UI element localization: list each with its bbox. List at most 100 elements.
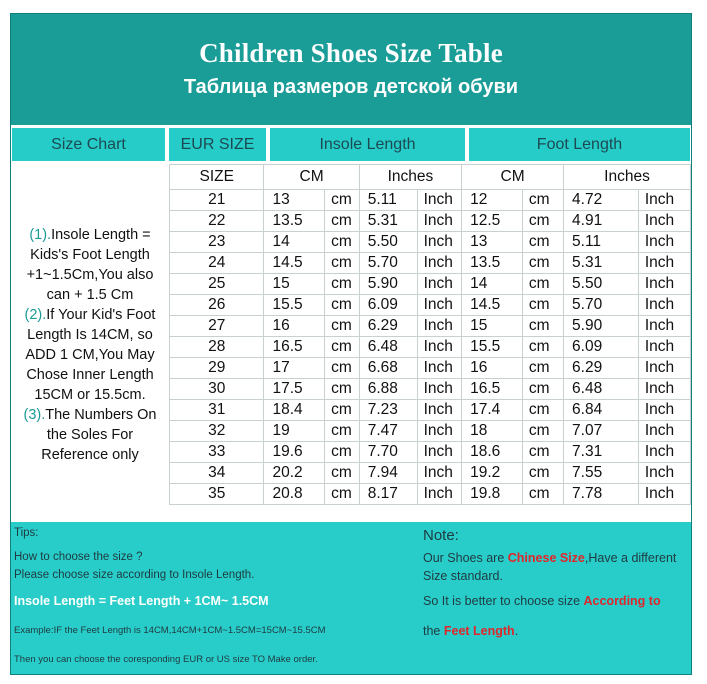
cell-eur-size: 29 xyxy=(168,357,265,379)
cell-unit-inch: Inch xyxy=(416,357,463,379)
cell-eur-size: 25 xyxy=(168,273,265,295)
cell-unit-inch: Inch xyxy=(416,441,463,463)
cell-unit-inch: Inch xyxy=(637,378,692,400)
title-banner: Children Shoes Size Table Таблица размер… xyxy=(11,14,691,125)
cell-unit-cm: cm xyxy=(521,441,565,463)
cell-insole-inches: 6.29 xyxy=(358,315,418,337)
table-row: 34 20.2 cm 7.94 Inch 19.2 cm 7.55 Inch xyxy=(168,462,692,484)
note-highlight: Chinese Size xyxy=(507,551,585,565)
cell-insole-cm: 15.5 xyxy=(263,294,326,316)
cell-insole-cm: 14.5 xyxy=(263,252,326,274)
cell-unit-cm: cm xyxy=(521,462,565,484)
cell-unit-inch: Inch xyxy=(637,252,692,274)
note-highlight: According to xyxy=(583,594,661,608)
cell-eur-size: 23 xyxy=(168,231,265,253)
cell-unit-cm: cm xyxy=(521,483,565,505)
cell-eur-size: 21 xyxy=(168,189,265,211)
table-row: 22 13.5 cm 5.31 Inch 12.5 cm 4.91 Inch xyxy=(168,210,692,232)
cell-insole-inches: 7.94 xyxy=(358,462,418,484)
cell-eur-size: 35 xyxy=(168,483,265,505)
note-number: (1). xyxy=(29,227,52,243)
cell-foot-cm: 14 xyxy=(461,273,523,295)
note-text: So It is better to choose size xyxy=(423,594,584,608)
cell-unit-cm: cm xyxy=(521,420,565,442)
cell-unit-inch: Inch xyxy=(637,189,692,211)
cell-unit-inch: Inch xyxy=(637,315,692,337)
cell-unit-cm: cm xyxy=(324,273,360,295)
note-text: ,Have a different xyxy=(584,551,677,565)
size-table: SIZE CM Inches CM Inches 21 13 cm 5.11 Inch 1… xyxy=(168,164,692,505)
tips-then: Then you can choose the coresponding EUR… xyxy=(14,654,318,665)
cell-insole-cm: 19 xyxy=(263,420,326,442)
cell-unit-cm: cm xyxy=(324,252,360,274)
cell-foot-inches: 7.55 xyxy=(563,462,639,484)
cell-unit-inch: Inch xyxy=(637,210,692,232)
cell-eur-size: 24 xyxy=(168,252,265,274)
subheader-insole-inches: Inches xyxy=(358,164,463,190)
cell-insole-inches: 7.23 xyxy=(358,399,418,421)
subheader-size: SIZE xyxy=(168,164,265,190)
note-label: Note: xyxy=(423,527,459,544)
cell-insole-cm: 13 xyxy=(263,189,326,211)
table-row: 26 15.5 cm 6.09 Inch 14.5 cm 5.70 Inch xyxy=(168,294,692,316)
cell-insole-inches: 6.68 xyxy=(358,357,418,379)
cell-insole-cm: 18.4 xyxy=(263,399,326,421)
cell-insole-inches: 8.17 xyxy=(358,483,418,505)
cell-unit-inch: Inch xyxy=(637,336,692,358)
cell-unit-cm: cm xyxy=(521,252,565,274)
tips-please-choose: Please choose size according to Insole L… xyxy=(14,569,255,581)
size-table-card: Children Shoes Size Table Таблица размер… xyxy=(10,13,692,675)
cell-foot-cm: 19.8 xyxy=(461,483,523,505)
cell-unit-inch: Inch xyxy=(637,483,692,505)
cell-insole-cm: 15 xyxy=(263,273,326,295)
cell-unit-cm: cm xyxy=(521,273,565,295)
cell-foot-inches: 6.29 xyxy=(563,357,639,379)
cell-unit-cm: cm xyxy=(521,336,565,358)
cell-foot-inches: 5.50 xyxy=(563,273,639,295)
table-row: 21 13 cm 5.11 Inch 12 cm 4.72 Inch xyxy=(168,189,692,211)
cell-foot-inches: 5.70 xyxy=(563,294,639,316)
cell-unit-inch: Inch xyxy=(416,399,463,421)
cell-unit-cm: cm xyxy=(324,357,360,379)
cell-foot-inches: 5.11 xyxy=(563,231,639,253)
cell-unit-inch: Inch xyxy=(416,420,463,442)
cell-insole-cm: 20.8 xyxy=(263,483,326,505)
cell-unit-inch: Inch xyxy=(637,399,692,421)
tips-footer: Tips: How to choose the size ? Please ch… xyxy=(11,522,691,674)
size-notes: (1).Insole Length = Kids's Foot Length +… xyxy=(16,225,164,465)
tips-label: Tips: xyxy=(14,527,39,539)
cell-unit-inch: Inch xyxy=(637,357,692,379)
table-row: 29 17 cm 6.68 Inch 16 cm 6.29 Inch xyxy=(168,357,692,379)
table-row: 25 15 cm 5.90 Inch 14 cm 5.50 Inch xyxy=(168,273,692,295)
cell-unit-inch: Inch xyxy=(637,420,692,442)
tips-formula: Insole Length = Feet Length + 1CM~ 1.5CM xyxy=(14,594,269,608)
cell-insole-inches: 5.11 xyxy=(358,189,418,211)
cell-unit-inch: Inch xyxy=(637,294,692,316)
cell-foot-cm: 12.5 xyxy=(461,210,523,232)
cell-unit-cm: cm xyxy=(324,315,360,337)
header-size-chart: Size Chart xyxy=(12,128,165,161)
cell-insole-cm: 14 xyxy=(263,231,326,253)
cell-unit-inch: Inch xyxy=(416,483,463,505)
cell-insole-inches: 5.31 xyxy=(358,210,418,232)
cell-eur-size: 27 xyxy=(168,315,265,337)
page-subtitle: Таблица размеров детской обуви xyxy=(183,76,519,98)
cell-foot-inches: 6.84 xyxy=(563,399,639,421)
cell-insole-cm: 13.5 xyxy=(263,210,326,232)
note-line-1: Our Shoes are Chinese Size,Have a differ… xyxy=(423,551,676,565)
cell-foot-cm: 15 xyxy=(461,315,523,337)
cell-foot-cm: 13.5 xyxy=(461,252,523,274)
cell-unit-inch: Inch xyxy=(637,231,692,253)
tips-how-to: How to choose the size ? xyxy=(14,551,143,563)
note-number: (2). xyxy=(24,307,47,323)
cell-unit-inch: Inch xyxy=(416,378,463,400)
note-text: Insole Length = Kids's Foot Length +1~1.… xyxy=(26,227,154,303)
cell-foot-cm: 16.5 xyxy=(461,378,523,400)
cell-unit-cm: cm xyxy=(521,315,565,337)
cell-unit-inch: Inch xyxy=(416,462,463,484)
cell-eur-size: 28 xyxy=(168,336,265,358)
cell-foot-cm: 14.5 xyxy=(461,294,523,316)
note-text: . xyxy=(514,624,519,638)
table-row: 23 14 cm 5.50 Inch 13 cm 5.11 Inch xyxy=(168,231,692,253)
cell-unit-cm: cm xyxy=(324,189,360,211)
